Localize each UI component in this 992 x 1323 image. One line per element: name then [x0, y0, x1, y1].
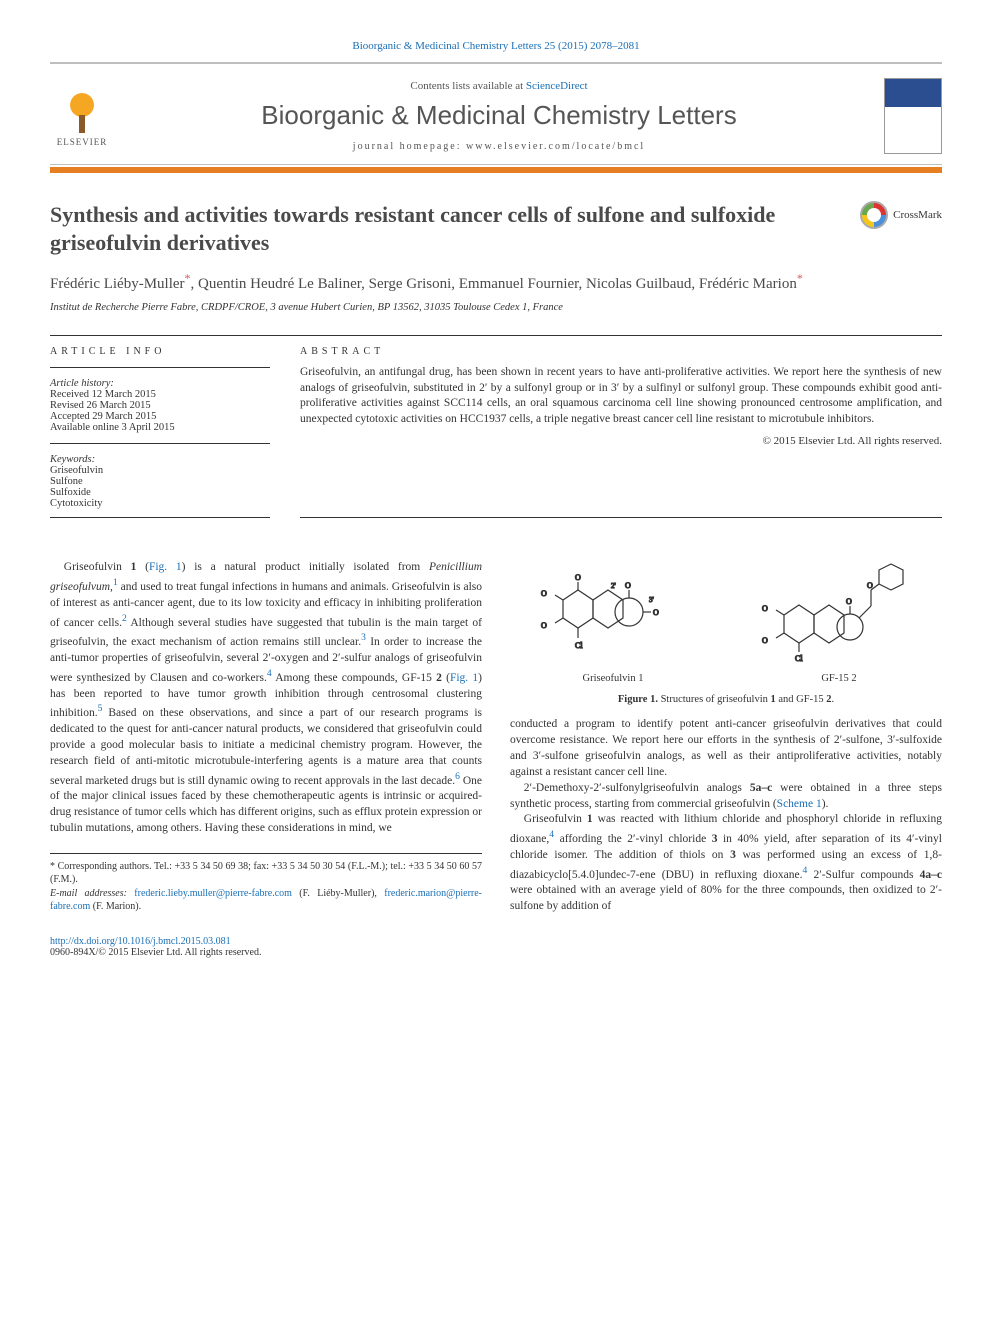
keyword: Sulfoxide	[50, 487, 270, 498]
history-revised: Revised 26 March 2015	[50, 400, 270, 411]
molecule-gf15: O O Cl O O GF-15 2	[759, 560, 919, 686]
accent-bar	[50, 167, 942, 173]
contents-available-line: Contents lists available at ScienceDirec…	[132, 80, 866, 92]
abstract-heading: ABSTRACT	[300, 346, 942, 357]
contents-prefix: Contents lists available at	[410, 80, 525, 92]
body-paragraph: Griseofulvin 1 (Fig. 1) is a natural pro…	[50, 560, 482, 837]
paper-title: Synthesis and activities towards resista…	[50, 201, 842, 256]
crossmark-icon	[860, 201, 888, 229]
body-columns: Griseofulvin 1 (Fig. 1) is a natural pro…	[50, 560, 942, 917]
body-paragraph: 2′-Demethoxy-2′-sulfonylgriseofulvin ana…	[510, 781, 942, 813]
article-info-heading: ARTICLE INFO	[50, 346, 270, 357]
body-paragraph: conducted a program to identify potent a…	[510, 717, 942, 780]
homepage-label: journal homepage:	[353, 141, 466, 152]
keyword: Cytotoxicity	[50, 498, 270, 509]
affiliation: Institut de Recherche Pierre Fabre, CRDP…	[50, 302, 942, 313]
molecule-label: Griseofulvin 1	[533, 672, 693, 686]
corr-asterisk: *	[797, 271, 803, 285]
title-block: Synthesis and activities towards resista…	[50, 201, 942, 256]
history-heading: Article history:	[50, 378, 270, 389]
scheme-ref[interactable]: Scheme 1	[777, 798, 822, 810]
body-paragraph: Griseofulvin 1 was reacted with lithium …	[510, 812, 942, 915]
elsevier-logo: ELSEVIER	[50, 85, 114, 147]
corr-asterisk: *	[185, 271, 191, 285]
elsevier-wordmark: ELSEVIER	[50, 137, 114, 147]
figure-ref[interactable]: Fig. 1	[450, 672, 478, 684]
footnotes: * Corresponding authors. Tel.: +33 5 34 …	[50, 853, 482, 914]
journal-name: Bioorganic & Medicinal Chemistry Letters	[132, 100, 866, 131]
issn-copyright: 0960-894X/© 2015 Elsevier Ltd. All right…	[50, 947, 942, 958]
svg-text:O: O	[575, 573, 581, 582]
svg-text:3': 3'	[649, 596, 654, 604]
svg-text:O: O	[762, 604, 768, 613]
homepage-url[interactable]: www.elsevier.com/locate/bmcl	[466, 141, 645, 152]
corresponding-footnote: * Corresponding authors. Tel.: +33 5 34 …	[50, 860, 482, 887]
molecule-label: GF-15 2	[759, 672, 919, 686]
info-abstract-row: ARTICLE INFO Article history: Received 1…	[50, 335, 942, 518]
svg-text:O: O	[653, 608, 659, 617]
authors-line: Frédéric Liéby-Muller*, Quentin Heudré L…	[50, 270, 942, 294]
page: Bioorganic & Medicinal Chemistry Letters…	[0, 0, 992, 998]
svg-text:O: O	[541, 589, 547, 598]
molecule-structure-icon: O O Cl O O	[759, 560, 919, 670]
crossmark-widget[interactable]: CrossMark	[860, 201, 942, 229]
history-accepted: Accepted 29 March 2015	[50, 411, 270, 422]
page-footer: http://dx.doi.org/10.1016/j.bmcl.2015.03…	[50, 936, 942, 958]
running-head-citation: Bioorganic & Medicinal Chemistry Letters…	[50, 40, 942, 52]
svg-text:O: O	[762, 636, 768, 645]
figure-1: O O O Cl O O 3' 2' Griseofulvin 1	[510, 560, 942, 707]
svg-text:Cl: Cl	[575, 641, 583, 650]
doi-link[interactable]: http://dx.doi.org/10.1016/j.bmcl.2015.03…	[50, 936, 942, 947]
molecule-structure-icon: O O O Cl O O 3' 2'	[533, 560, 693, 670]
molecule-griseofulvin: O O O Cl O O 3' 2' Griseofulvin 1	[533, 560, 693, 686]
elsevier-tree-icon	[57, 85, 107, 135]
masthead-center: Contents lists available at ScienceDirec…	[132, 80, 866, 152]
history-received: Received 12 March 2015	[50, 389, 270, 400]
email-link[interactable]: frederic.lieby.muller@pierre-fabre.com	[134, 888, 292, 899]
abstract-box: ABSTRACT Griseofulvin, an antifungal dru…	[300, 336, 942, 518]
keyword: Griseofulvin	[50, 465, 270, 476]
svg-text:Cl: Cl	[795, 654, 803, 663]
email-footnote: E-mail addresses: frederic.lieby.muller@…	[50, 887, 482, 914]
keyword: Sulfone	[50, 476, 270, 487]
journal-homepage-line: journal homepage: www.elsevier.com/locat…	[132, 141, 866, 152]
keywords-heading: Keywords:	[50, 454, 270, 465]
svg-text:O: O	[625, 581, 631, 590]
masthead: ELSEVIER Contents lists available at Sci…	[50, 62, 942, 165]
svg-text:O: O	[541, 621, 547, 630]
crossmark-label: CrossMark	[893, 209, 942, 221]
abstract-text: Griseofulvin, an antifungal drug, has be…	[300, 365, 942, 427]
svg-text:O: O	[846, 597, 852, 606]
sciencedirect-link[interactable]: ScienceDirect	[526, 80, 588, 92]
article-info-box: ARTICLE INFO Article history: Received 1…	[50, 336, 270, 518]
abstract-copyright: © 2015 Elsevier Ltd. All rights reserved…	[300, 435, 942, 447]
figure-ref[interactable]: Fig. 1	[149, 561, 182, 573]
journal-cover-thumbnail	[884, 78, 942, 154]
history-online: Available online 3 April 2015	[50, 422, 270, 433]
figure-caption: Figure 1. Structures of griseofulvin 1 a…	[510, 693, 942, 707]
svg-text:2': 2'	[611, 582, 616, 590]
